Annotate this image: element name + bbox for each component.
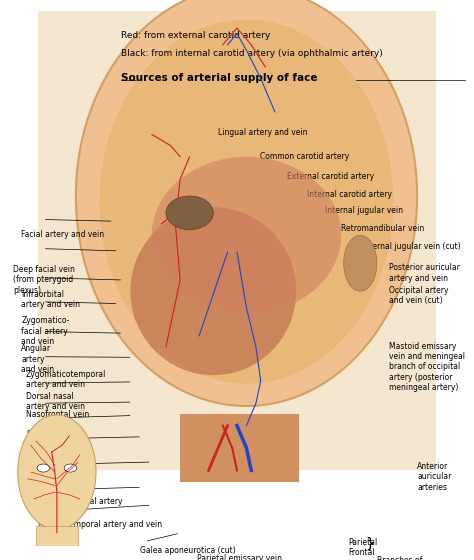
Text: Zygomatico-
facial artery
and vein: Zygomatico- facial artery and vein xyxy=(21,316,70,346)
Text: Parietal emissary vein: Parietal emissary vein xyxy=(197,554,282,560)
Text: Facial artery and vein: Facial artery and vein xyxy=(21,230,104,239)
Text: Frontal: Frontal xyxy=(348,548,375,557)
Text: Internal carotid artery: Internal carotid artery xyxy=(307,190,392,199)
Bar xyxy=(38,11,436,470)
Text: External jugular vein (cut): External jugular vein (cut) xyxy=(360,242,461,251)
Text: Nasofrontal vein: Nasofrontal vein xyxy=(26,410,89,419)
Text: Transverse facial
artery and vein: Transverse facial artery and vein xyxy=(26,477,91,497)
Ellipse shape xyxy=(37,464,50,472)
Ellipse shape xyxy=(100,20,393,384)
Text: External carotid artery: External carotid artery xyxy=(287,172,374,181)
Text: Supraorbital
artery and vein: Supraorbital artery and vein xyxy=(26,452,85,472)
Text: Posterior auricular
artery and vein: Posterior auricular artery and vein xyxy=(389,263,460,283)
Bar xyxy=(36,526,78,546)
Text: Zygomaticoorbital artery: Zygomaticoorbital artery xyxy=(26,497,123,506)
Text: Black: from internal carotid artery (via ophthalmic artery): Black: from internal carotid artery (via… xyxy=(121,49,383,58)
Text: Branches of
superficial temporal
artery and vein: Branches of superficial temporal artery … xyxy=(377,556,454,560)
Text: }: } xyxy=(365,538,374,551)
Text: Parietal: Parietal xyxy=(348,538,378,547)
Bar xyxy=(180,414,299,482)
Ellipse shape xyxy=(344,235,377,291)
Text: Anterior
auricular
arteries: Anterior auricular arteries xyxy=(417,462,452,492)
Text: Retromandibular vein: Retromandibular vein xyxy=(341,224,425,233)
Ellipse shape xyxy=(152,157,341,314)
Text: Galea aponeurotica (cut): Galea aponeurotica (cut) xyxy=(140,546,236,555)
Text: Supratrochlear
artery and vein: Supratrochlear artery and vein xyxy=(26,430,85,450)
Text: Occipital artery
and vein (cut): Occipital artery and vein (cut) xyxy=(389,286,448,305)
Ellipse shape xyxy=(64,464,77,472)
Text: Red: from external carotid artery: Red: from external carotid artery xyxy=(121,31,270,40)
Text: Mastoid emissary
vein and meningeal
branch of occipital
artery (posterior
mening: Mastoid emissary vein and meningeal bran… xyxy=(389,342,465,392)
Ellipse shape xyxy=(76,0,417,406)
Ellipse shape xyxy=(18,415,96,529)
Text: Common carotid artery: Common carotid artery xyxy=(260,152,349,161)
Text: Middle temporal artery and vein: Middle temporal artery and vein xyxy=(38,520,162,529)
Text: Angular
artery
and vein: Angular artery and vein xyxy=(21,344,55,374)
Text: Zygomaticotemporal
artery and vein: Zygomaticotemporal artery and vein xyxy=(26,370,107,389)
Text: Deep facial vein
(from pterygoid
plexus): Deep facial vein (from pterygoid plexus) xyxy=(13,265,75,295)
Ellipse shape xyxy=(130,207,296,375)
Text: Infraorbital
artery and vein: Infraorbital artery and vein xyxy=(21,290,80,310)
Text: Internal jugular vein: Internal jugular vein xyxy=(325,206,403,215)
Text: Lingual artery and vein: Lingual artery and vein xyxy=(218,128,308,137)
Text: Sources of arterial supply of face: Sources of arterial supply of face xyxy=(121,73,318,83)
Ellipse shape xyxy=(166,196,213,230)
Text: Dorsal nasal
artery and vein: Dorsal nasal artery and vein xyxy=(26,392,85,412)
